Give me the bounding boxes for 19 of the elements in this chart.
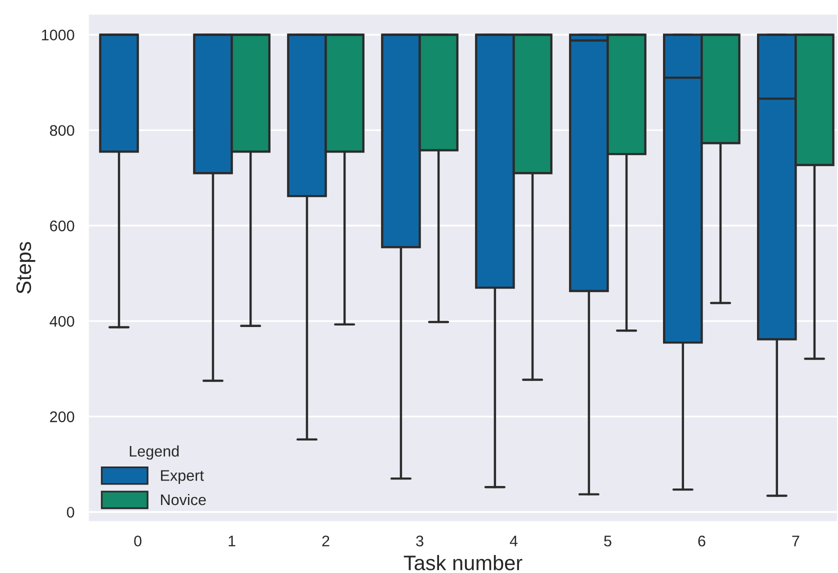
x-tick-label: 6: [698, 536, 706, 546]
legend-title: Legend: [130, 445, 179, 460]
legend-label: Expert: [161, 470, 204, 484]
x-tick-label: 0: [134, 536, 142, 546]
legend-label: Novice: [161, 494, 206, 506]
x-tick-label: 2: [322, 536, 330, 546]
y-tick-label: 400: [50, 316, 74, 327]
x-tick-label: 5: [604, 536, 612, 546]
x-tick-label: 7: [792, 536, 800, 546]
x-tick-label: 1: [228, 536, 236, 546]
y-tick-label: 1000: [42, 30, 74, 40]
x-tick-label: 4: [510, 536, 518, 546]
y-tick-label: 200: [50, 411, 74, 422]
x-tick-label: 3: [416, 536, 424, 546]
x-axis-title: Task number: [404, 554, 522, 570]
y-tick-label: 0: [66, 506, 74, 518]
y-axis-title: Steps: [16, 242, 36, 294]
y-tick-label: 800: [50, 125, 74, 136]
y-tick-label: 600: [50, 220, 74, 232]
